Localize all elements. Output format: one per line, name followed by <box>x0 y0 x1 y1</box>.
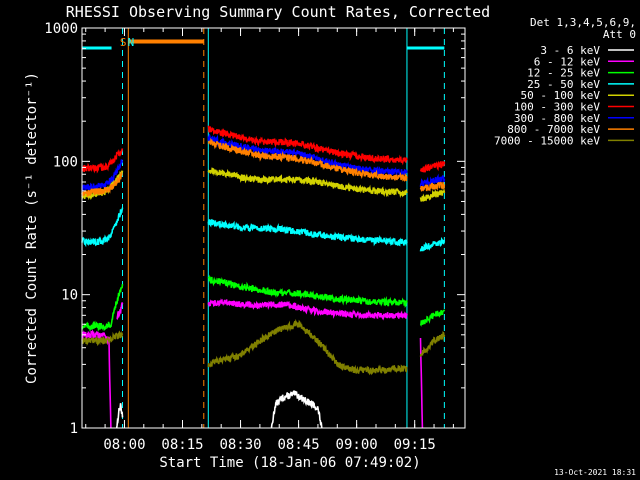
x-tick-label-4: 09:00 <box>336 437 378 453</box>
saa-night-bars <box>82 39 445 50</box>
series-2-segment-1 <box>207 274 408 308</box>
legend-label-7: 800 - 7000 keV <box>507 123 600 136</box>
x-tick-label-2: 08:30 <box>219 437 261 453</box>
x-tick-label-3: 08:45 <box>278 437 320 453</box>
series-5 <box>81 125 446 174</box>
legend-label-3: 25 - 50 keV <box>527 78 600 91</box>
x-tick-label-5: 09:15 <box>394 437 436 453</box>
legend-label-1: 6 - 12 keV <box>534 55 601 68</box>
series-5-segment-2 <box>419 160 446 173</box>
series-lines <box>81 125 446 429</box>
series-3-segment-0 <box>81 207 124 248</box>
plot-frame <box>81 27 466 429</box>
legend-title-1: Att 0 <box>603 28 636 41</box>
series-2-segment-0 <box>81 284 124 332</box>
series-6-segment-1 <box>207 133 408 177</box>
chart-title: RHESSI Observing Summary Count Rates, Co… <box>66 3 490 21</box>
series-0-segment-1 <box>270 390 323 429</box>
legend-label-2: 12 - 25 keV <box>527 67 600 80</box>
series-6-segment-2 <box>419 173 446 187</box>
legend-title-0: Det 1,3,4,5,6,9, <box>530 16 636 29</box>
series-3-segment-1 <box>207 218 408 247</box>
series-8-segment-2 <box>419 331 446 357</box>
series-3 <box>81 207 446 252</box>
series-5-segment-0 <box>81 148 124 174</box>
series-8-segment-0 <box>81 330 124 347</box>
series-7-segment-2 <box>419 181 446 192</box>
y-tick-label-2: 100 <box>53 154 78 170</box>
series-0 <box>115 390 323 429</box>
legend-label-8: 7000 - 15000 keV <box>494 134 600 147</box>
y-axis-label: Corrected Count Rate (s⁻¹ detector⁻¹) <box>24 72 40 384</box>
marker-label-0: S <box>120 36 127 49</box>
series-6-segment-0 <box>81 159 124 192</box>
series-7 <box>81 137 446 198</box>
x-axis-label: Start Time (18-Jan-06 07:49:02) <box>159 455 420 471</box>
timestamp: 13-Oct-2021 18:31 <box>554 468 636 477</box>
series-6 <box>81 133 446 192</box>
axis-ticks: 08:00 08:15 08:30 08:45 09:00 09:15 1 10 100 1000 <box>44 21 465 453</box>
series-7-segment-0 <box>81 170 123 198</box>
y-tick-label-0: 1 <box>70 421 78 437</box>
series-8 <box>81 318 446 376</box>
y-tick-label-3: 1000 <box>44 21 78 37</box>
series-3-segment-2 <box>419 236 446 252</box>
x-tick-label-0: 08:00 <box>103 437 145 453</box>
series-4-segment-1 <box>207 167 408 199</box>
x-tick-label-1: 08:15 <box>161 437 203 453</box>
series-2 <box>81 274 446 332</box>
series-2-segment-2 <box>419 309 446 327</box>
series-0-segment-0 <box>115 403 124 429</box>
series-1-segment-1 <box>116 302 124 320</box>
series-8-segment-1 <box>207 318 408 376</box>
legend-label-4: 50 - 100 keV <box>521 89 601 102</box>
marker-label-1: N <box>128 36 135 49</box>
series-5-segment-1 <box>207 125 408 166</box>
series-1-segment-0 <box>81 329 112 429</box>
series-7-segment-1 <box>207 137 408 183</box>
legend-label-5: 100 - 300 keV <box>514 101 600 114</box>
y-tick-label-1: 10 <box>61 288 78 304</box>
series-4-segment-2 <box>419 187 446 202</box>
legend-label-6: 300 - 800 keV <box>514 112 600 125</box>
series-1-segment-2 <box>207 298 408 321</box>
legend-label-0: 3 - 6 keV <box>540 44 600 57</box>
